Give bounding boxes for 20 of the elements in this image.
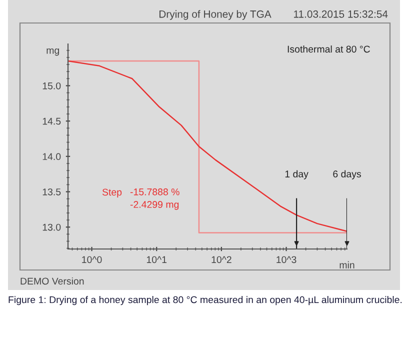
- text: DEMO Version: [20, 277, 84, 285]
- x-tick-label: 10^2: [212, 256, 232, 264]
- caption: Figure 1: Drying of a honey sample at 80 °C measured in an open 40-µL aluminum crucible.: [8, 296, 402, 306]
- y-axis-title: mg: [46, 48, 60, 56]
- x-tick-label: 10^0: [82, 256, 102, 264]
- ref-line-label: 1 day: [285, 170, 308, 180]
- ref-line-label: 6 days: [333, 170, 361, 180]
- x-tick-label: 10^3: [276, 256, 296, 264]
- y-tick-label: 14.5: [42, 118, 61, 125]
- y-tick-label: 13.0: [42, 224, 61, 231]
- annotation: Step: [102, 188, 122, 198]
- x-tick-label: 10^1: [146, 256, 167, 264]
- chart-subtitle: 11.03.2015 15:32:54: [294, 10, 388, 18]
- y-tick-label: 15.0: [42, 82, 61, 90]
- annotation: -15.7888 % -2.4299 mg: [130, 188, 180, 210]
- x-axis-title: min: [340, 261, 354, 268]
- y-tick-label: 13.5: [42, 188, 61, 196]
- annotation: Isothermal at 80 °C: [288, 45, 370, 53]
- y-tick-label: 14.0: [42, 153, 61, 160]
- chart-title: Drying of Honey by TGA: [160, 10, 272, 20]
